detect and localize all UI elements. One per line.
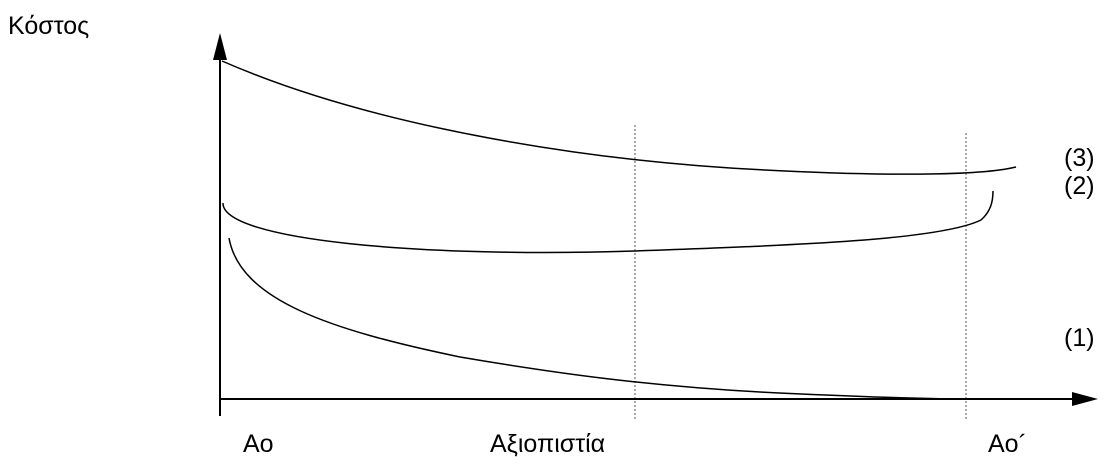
curve-label-3: (3) (1064, 144, 1095, 172)
x-axis-arrow (1072, 392, 1098, 406)
curve-1 (228, 237, 951, 400)
y-axis-arrow (213, 33, 227, 60)
curve-label-2: (2) (1064, 172, 1095, 200)
curve-label-1: (1) (1064, 324, 1095, 352)
x-axis-label-start: Ao (243, 430, 274, 458)
curve-2 (222, 190, 994, 254)
x-axis-label-end: Ao´ (988, 430, 1027, 458)
x-axis-label-center: Αξιοπιστία (490, 430, 606, 458)
y-axis-label: Κόστος (8, 12, 90, 40)
curve-3 (221, 60, 1017, 175)
